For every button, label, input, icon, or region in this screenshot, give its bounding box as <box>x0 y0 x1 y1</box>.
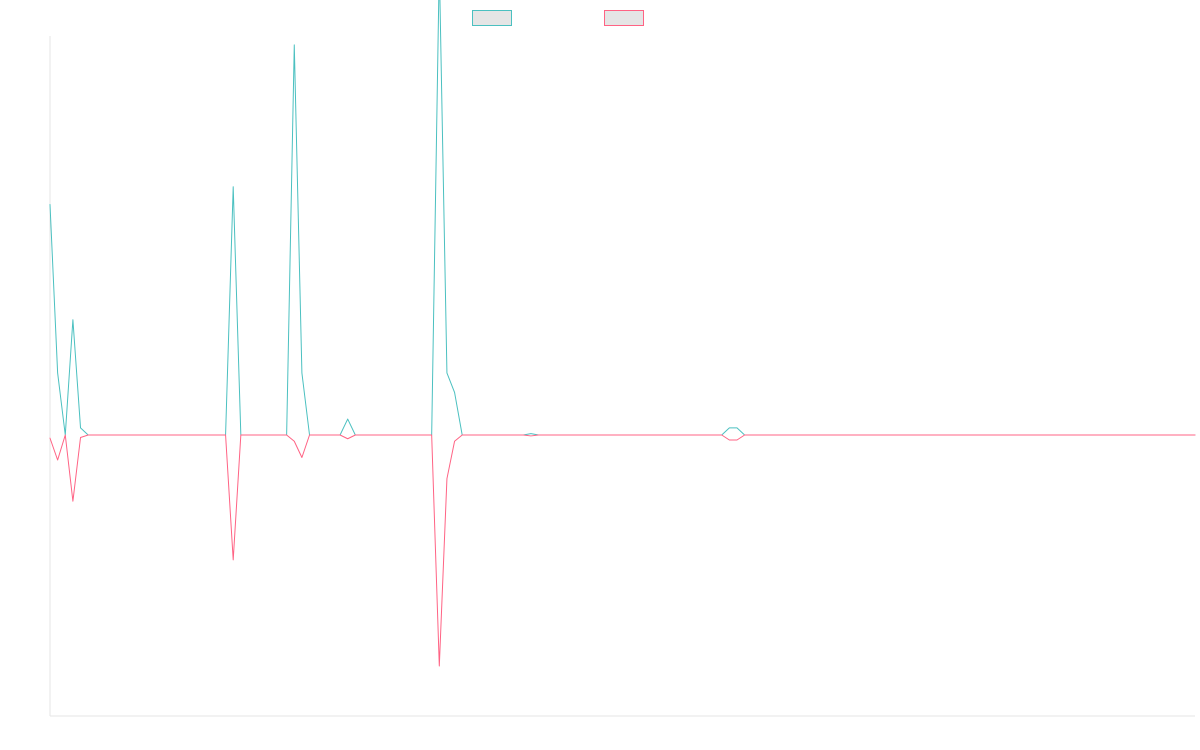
legend <box>472 10 644 26</box>
series-group <box>49 0 1196 667</box>
series-line-2 <box>49 434 1196 667</box>
legend-item-1[interactable] <box>472 10 512 26</box>
legend-swatch-2 <box>604 10 644 26</box>
legend-item-2[interactable] <box>604 10 644 26</box>
series-line-1 <box>49 0 1196 436</box>
legend-swatch-1 <box>472 10 512 26</box>
